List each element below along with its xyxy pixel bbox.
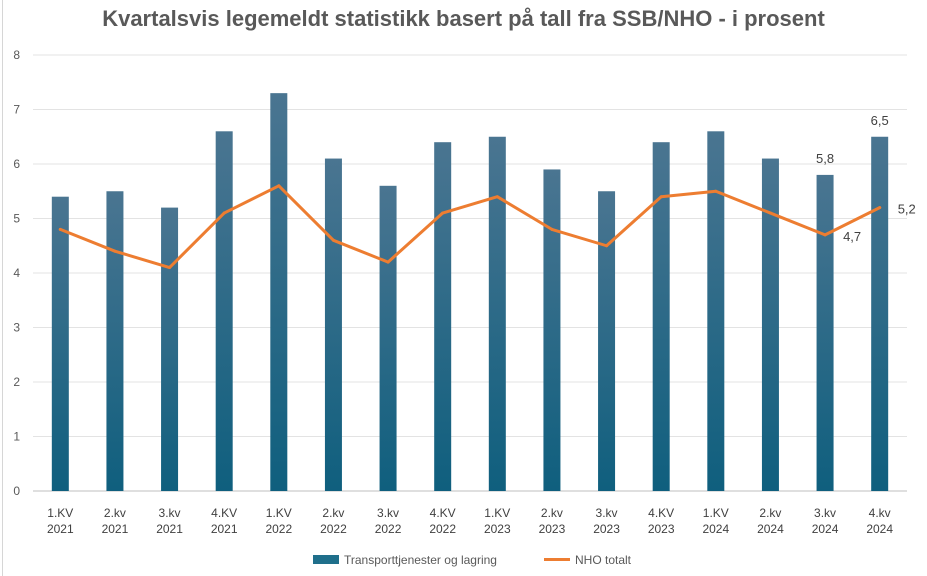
bar	[652, 142, 670, 491]
bar-series	[51, 93, 889, 492]
line-point	[113, 249, 117, 253]
line-data-label: 5,2	[898, 202, 916, 217]
x-tick-label-year: 2022	[265, 522, 292, 536]
bar	[106, 191, 124, 491]
legend-label-bar: Transporttjenester og lagring	[344, 553, 497, 567]
legend-swatch-bar	[313, 555, 339, 564]
x-tick-label-quarter: 1.KV	[266, 506, 292, 520]
line-point	[331, 238, 335, 242]
gridlines	[33, 54, 907, 492]
bar	[270, 93, 288, 492]
x-tick-label-quarter: 4.KV	[648, 506, 674, 520]
x-tick-label-quarter: 3.kv	[159, 506, 181, 520]
x-tick-label-year: 2022	[320, 522, 347, 536]
x-tick-label-quarter: 4.KV	[211, 506, 237, 520]
x-tick-label-year: 2024	[757, 522, 784, 536]
line-point	[222, 211, 226, 215]
line-point	[441, 211, 445, 215]
bar	[816, 174, 834, 491]
x-tick-label-quarter: 4.kv	[869, 506, 891, 520]
y-tick-label: 1	[13, 430, 20, 444]
x-tick-label-quarter: 2.kv	[104, 506, 126, 520]
left-gutter-line	[2, 0, 3, 576]
bar	[871, 136, 889, 491]
x-tick-label-quarter: 1.KV	[484, 506, 510, 520]
bar	[51, 196, 69, 491]
x-tick-label-year: 2024	[812, 522, 839, 536]
line-data-label: 4,7	[843, 229, 861, 244]
bar	[161, 207, 179, 491]
y-axis: 0 1 2 3 4 5 6 7 8	[13, 48, 20, 498]
x-tick-label-year: 2024	[702, 522, 729, 536]
x-tick-label-year: 2023	[539, 522, 566, 536]
x-tick-label-quarter: 3.kv	[377, 506, 399, 520]
x-tick-label-year: 2024	[866, 522, 893, 536]
x-tick-label-quarter: 2.kv	[322, 506, 344, 520]
bar	[543, 169, 561, 491]
line-point	[58, 227, 62, 231]
series-line	[58, 184, 882, 270]
chart-title: Kvartalsvis legemeldt statistikk basert …	[102, 6, 825, 31]
x-tick-label-year: 2023	[484, 522, 511, 536]
data-labels: 5,8 6,5 4,7 5,2	[816, 113, 916, 244]
x-tick-label-year: 2022	[375, 522, 402, 536]
line-point	[277, 184, 281, 188]
y-tick-label: 7	[13, 103, 20, 117]
x-tick-label-quarter: 2.kv	[759, 506, 781, 520]
y-tick-label: 4	[13, 266, 20, 280]
bar	[598, 191, 616, 491]
x-tick-label-year: 2021	[102, 522, 129, 536]
line-point	[495, 195, 499, 199]
x-tick-label-year: 2021	[211, 522, 238, 536]
line-point	[878, 206, 882, 210]
line-series	[58, 184, 882, 270]
line-point	[823, 233, 827, 237]
x-tick-label-quarter: 1.KV	[47, 506, 73, 520]
bar	[707, 131, 725, 492]
x-tick-label-year: 2021	[156, 522, 183, 536]
bar	[488, 136, 506, 491]
x-tick-label-quarter: 2.kv	[541, 506, 563, 520]
legend-label-line: NHO totalt	[575, 553, 632, 567]
y-tick-label: 6	[13, 157, 20, 171]
bar	[434, 142, 452, 491]
legend: Transporttjenester og lagring NHO totalt	[313, 553, 632, 567]
line-point	[168, 266, 172, 270]
y-tick-label: 0	[13, 484, 20, 498]
bar	[761, 158, 779, 492]
x-tick-label-quarter: 3.kv	[596, 506, 618, 520]
bar	[324, 158, 342, 492]
x-tick-label-quarter: 1.KV	[703, 506, 729, 520]
line-point	[605, 244, 609, 248]
line-point	[386, 260, 390, 264]
line-point	[550, 227, 554, 231]
bar-data-label: 5,8	[816, 151, 834, 166]
bar-data-label: 6,5	[871, 113, 889, 128]
y-tick-label: 2	[13, 375, 20, 389]
x-tick-label-year: 2021	[47, 522, 74, 536]
x-tick-label-quarter: 3.kv	[814, 506, 836, 520]
y-tick-label: 8	[13, 48, 20, 62]
x-tick-label-year: 2023	[648, 522, 675, 536]
x-tick-label-year: 2023	[593, 522, 620, 536]
y-tick-label: 5	[13, 212, 20, 226]
line-point	[659, 195, 663, 199]
bar	[215, 131, 233, 492]
line-point	[714, 189, 718, 193]
bar	[379, 185, 397, 492]
line-point	[768, 211, 772, 215]
x-tick-label-year: 2022	[429, 522, 456, 536]
x-axis: 1.KV 2021 2.kv 2021 3.kv 2021 4.KV 2021 1.KV 2022…	[47, 506, 893, 536]
y-tick-label: 3	[13, 321, 20, 335]
x-tick-label-quarter: 4.KV	[430, 506, 456, 520]
